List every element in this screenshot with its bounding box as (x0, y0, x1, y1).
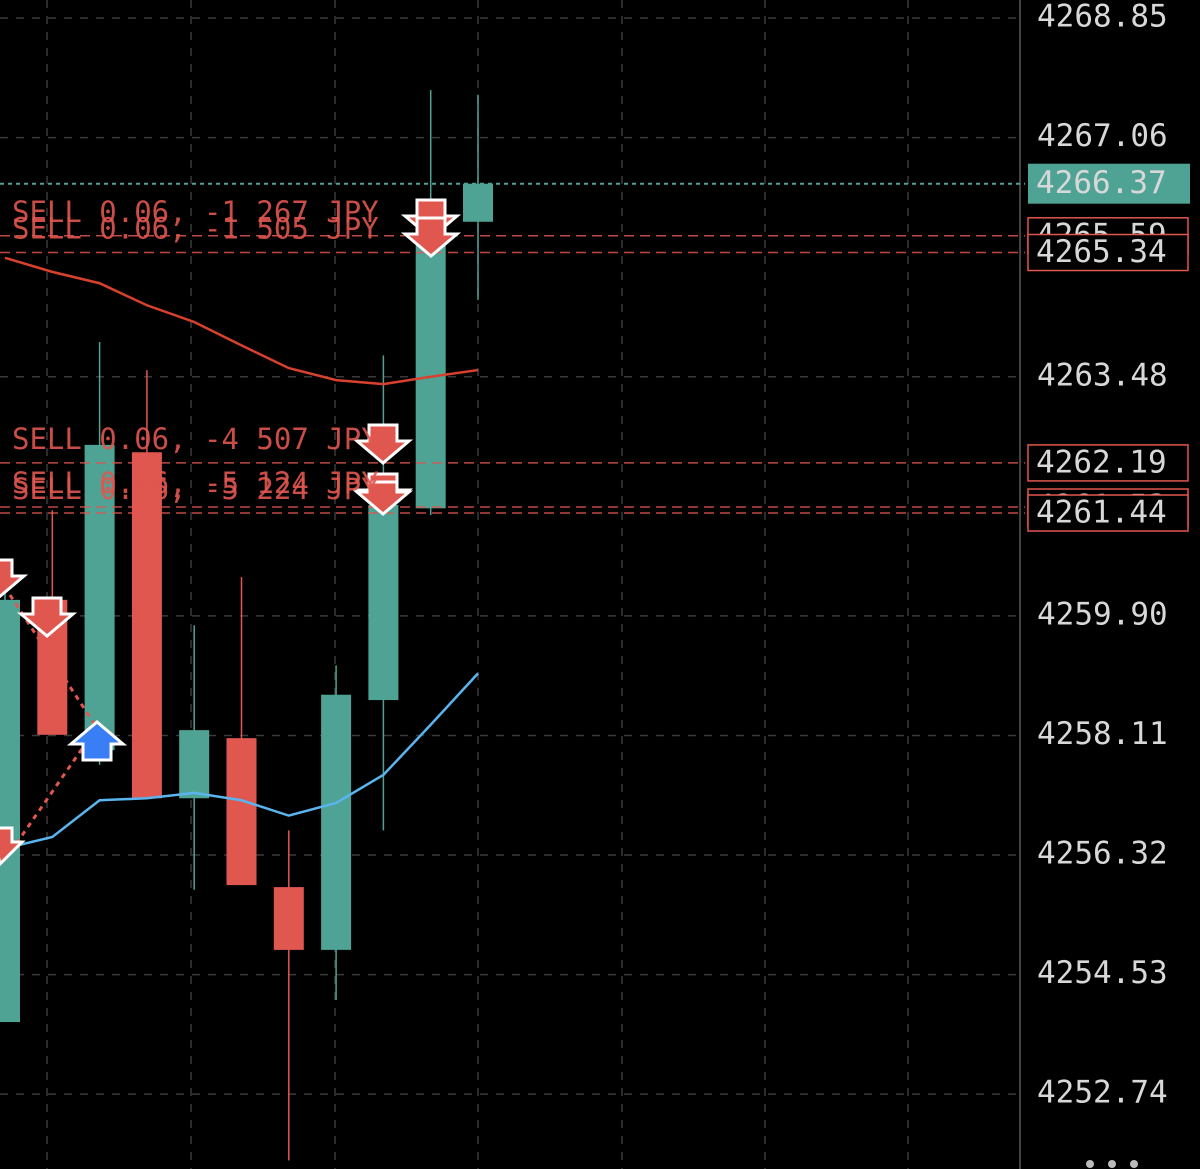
y-tick-label: 4258.11 (1037, 716, 1168, 752)
order-price-tag (1027, 233, 1189, 272)
y-tick-label: 4259.90 (1037, 596, 1168, 632)
order-price-label: 4261.44 (1036, 495, 1167, 531)
candle-body (0, 599, 20, 1023)
order-label: SELL 0.06, -1 505 JPY (12, 212, 379, 246)
order-label: SELL 0.06, -1 267 JPY (12, 195, 379, 229)
order-label: SELL 0.06, -5 124 JPY (12, 466, 379, 500)
moving-average (4, 672, 479, 850)
order-price-label: 4262.19 (1036, 444, 1167, 480)
plot (0, 17, 1025, 1161)
y-tick-label: 4267.06 (1037, 118, 1168, 154)
order-label: SELL 0.06, -5 224 JPY (12, 472, 379, 506)
candle-body (131, 452, 162, 799)
current-price-label: 4266.37 (1036, 165, 1167, 201)
y-tick-label: 4256.32 (1037, 836, 1168, 872)
candle-body (463, 183, 493, 222)
order-price-label: 4265.34 (1036, 234, 1167, 270)
y-tick-label: 4252.74 (1037, 1075, 1168, 1111)
current-price-tag (1028, 163, 1190, 204)
candle-body (368, 505, 399, 701)
more-dots (1086, 1160, 1138, 1168)
trade-arrows (0, 198, 462, 867)
moving-average (4, 256, 479, 386)
order-price-tag (1027, 444, 1189, 482)
y-tick-label: 4263.48 (1037, 357, 1168, 393)
candle-body (84, 444, 115, 751)
y-tick-label: 4268.85 (1037, 0, 1168, 35)
candle-body (273, 887, 304, 950)
order-price-tag (1027, 494, 1189, 532)
order-label: SELL 0.06, -4 507 JPY (12, 422, 379, 456)
candle-body (226, 738, 257, 886)
candle-body (321, 694, 352, 950)
candle-body (179, 730, 210, 799)
y-tick-label: 4254.53 (1037, 955, 1168, 991)
